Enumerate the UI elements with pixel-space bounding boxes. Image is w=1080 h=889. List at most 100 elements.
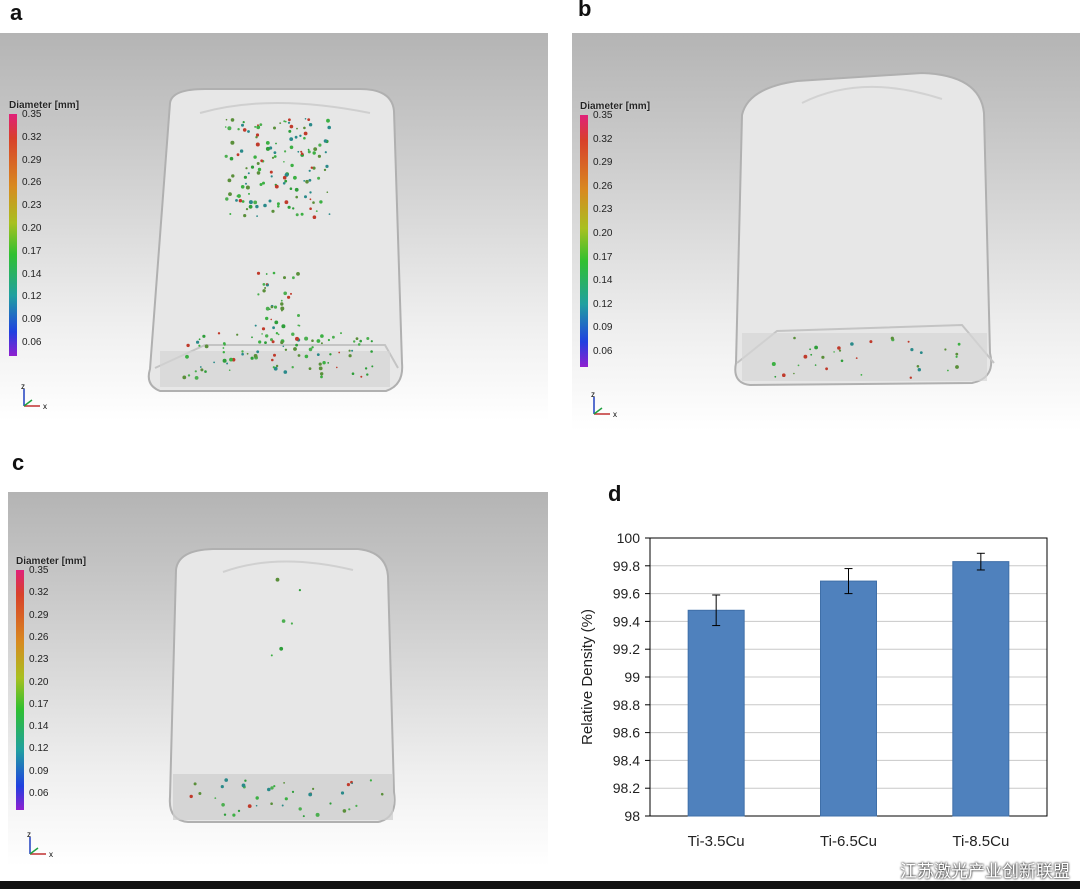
pore-dot [283, 291, 288, 296]
pore-dot [323, 139, 328, 143]
pore-dot [281, 324, 286, 329]
legend-tick-label: 0.23 [593, 204, 613, 216]
pore-dot [283, 370, 288, 374]
pore-dot [265, 306, 270, 311]
pore-dot [282, 175, 287, 180]
pore-dot [313, 147, 318, 151]
pore-dot [793, 372, 795, 375]
pore-dot [253, 200, 258, 205]
pore-dot [256, 215, 258, 218]
pore-dot [255, 136, 258, 139]
pore-dot [290, 622, 293, 625]
pore-dot [284, 797, 288, 801]
pore-dot [860, 374, 863, 376]
pore-dot [198, 344, 201, 347]
y-tick-label: 98 [624, 808, 640, 824]
pore-dot [256, 271, 261, 275]
pore-dot [220, 785, 224, 789]
watermark: 江苏激光产业创新联盟 [900, 862, 1070, 882]
pore-dot [309, 198, 312, 201]
pore-dot [909, 376, 912, 379]
pore-dot [370, 340, 373, 343]
pore-dot [236, 153, 240, 157]
pore-dot [370, 350, 373, 353]
pore-dot [284, 173, 289, 177]
pore-dot [353, 340, 356, 343]
x-tick-label: Ti-6.5Cu [820, 833, 877, 850]
pore-dot [243, 175, 247, 179]
pore-dot [366, 337, 370, 340]
pore-dot [255, 204, 259, 209]
pore-dot [267, 787, 271, 792]
pore-dot [292, 207, 295, 210]
pore-dot [272, 326, 275, 330]
pore-dot [281, 619, 286, 623]
pore-dot [271, 340, 275, 344]
pore-dot [224, 778, 228, 782]
pore-dot [298, 324, 301, 327]
pore-dot [304, 354, 309, 359]
pore-dot [282, 345, 285, 348]
pore-dot [329, 802, 332, 805]
ct-scan-panel-c: Diameter [mm] 0.35 0.32 0.29 0.26 0.23 0.20 0.… [8, 492, 548, 866]
pore-dot [351, 782, 354, 785]
pore-dot [300, 212, 304, 216]
x-tick-label: Ti-8.5Cu [952, 833, 1009, 850]
pore-dot [359, 339, 363, 343]
pore-dot [300, 152, 304, 156]
pore-dot [771, 362, 776, 366]
axes-triad-icon: z x [27, 830, 53, 859]
pore-dot [307, 118, 311, 121]
legend-tick-label: 0.26 [593, 180, 613, 192]
pore-dot [264, 287, 267, 289]
pore-dot [332, 335, 335, 339]
pore-dot [319, 200, 323, 204]
bar [952, 561, 1010, 817]
pore-dot [814, 364, 817, 366]
pore-dot [280, 302, 284, 306]
pore-dot [291, 790, 295, 793]
pore-dot [275, 364, 279, 368]
pore-dot [295, 336, 299, 341]
pore-dot [304, 195, 307, 199]
pore-dot [265, 141, 270, 145]
pore-dot [318, 362, 322, 366]
pore-dot [360, 375, 363, 378]
pore-dot [312, 201, 315, 204]
axis-x-label: x [43, 402, 47, 411]
pore-dot [241, 200, 245, 203]
pore-dot [276, 202, 280, 206]
pore-dot [869, 340, 873, 344]
y-tick-labels: 98 98.2 98.4 98.6 98.8 99 99.2 99.4 99.6 99.8 100 [613, 530, 650, 824]
panel-letter-d: d [608, 481, 622, 506]
pore-dot [239, 149, 244, 153]
pore-dot [302, 815, 305, 818]
pore-dot [821, 355, 825, 359]
pore-dot [255, 804, 258, 807]
pore-dot [371, 365, 374, 368]
pore-dot [245, 167, 248, 170]
y-axis-label: Relative Density (%) [579, 609, 596, 745]
pore-dot [283, 782, 285, 784]
pore-dot [295, 343, 298, 347]
pore-dot [255, 133, 260, 137]
pore-dot [273, 151, 277, 154]
pore-dot [272, 271, 276, 275]
pore-dot [227, 178, 232, 183]
pore-dot [917, 368, 921, 372]
pore-dot [292, 276, 295, 280]
bars [687, 552, 1010, 817]
pore-dot [326, 191, 329, 193]
pore-dot [304, 118, 307, 120]
axis-z-label: z [27, 830, 31, 839]
pore-dot [336, 366, 338, 369]
pore-dot [222, 342, 226, 345]
pore-dot [265, 273, 268, 275]
pore-dot [316, 339, 321, 343]
pore-dot [259, 183, 263, 186]
colorbar [9, 114, 17, 356]
pore-dot [348, 349, 351, 352]
pore-dot [245, 208, 249, 211]
legend-tick-label: 0.23 [22, 200, 42, 212]
pore-dot [199, 366, 202, 368]
